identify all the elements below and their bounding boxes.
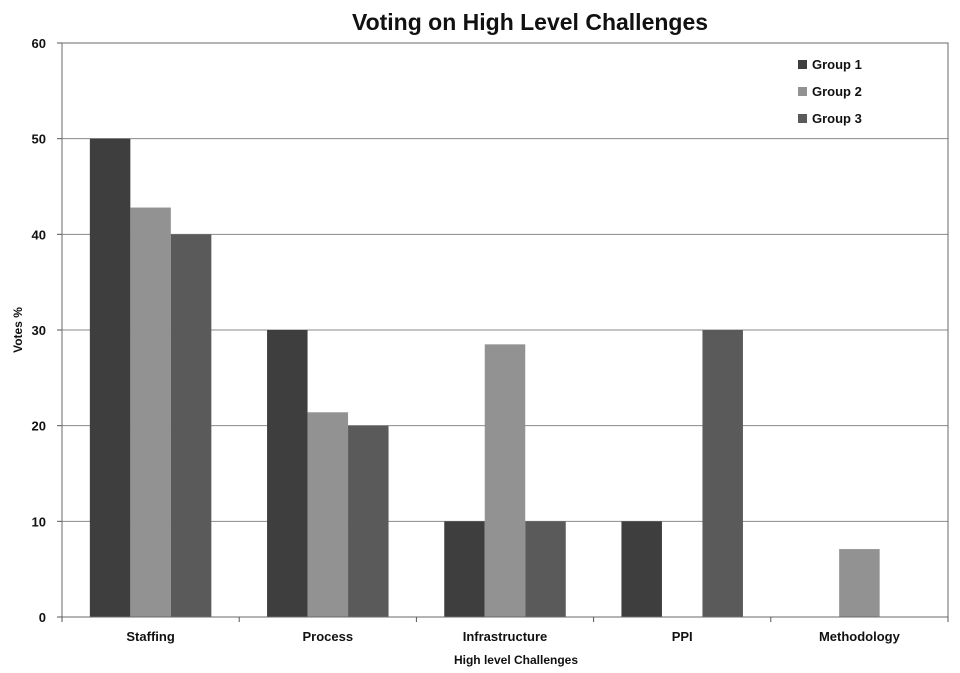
bars <box>89 138 880 618</box>
bar-process-group-1 <box>267 330 308 617</box>
bar-infrastructure-group-2 <box>484 344 526 617</box>
legend-label: Group 1 <box>812 57 862 72</box>
bar-infrastructure-group-3 <box>525 521 566 617</box>
x-tick-label: Methodology <box>819 629 901 644</box>
x-tick-label: Staffing <box>126 629 174 644</box>
y-tick-label: 20 <box>32 419 46 434</box>
bar-staffing-group-3 <box>170 234 212 618</box>
bar-ppi-group-1 <box>621 521 662 617</box>
bar-process-group-2 <box>307 412 349 617</box>
legend: Group 1 Group 2 Group 3 <box>798 57 862 126</box>
x-tick-labels: Staffing Process Infrastructure PPI Methodol… <box>126 629 900 644</box>
y-tick-label: 30 <box>32 323 46 338</box>
bar-infrastructure-group-1 <box>444 521 485 617</box>
bar-staffing-group-2 <box>130 207 171 617</box>
legend-label: Group 2 <box>812 84 862 99</box>
x-tick-label: PPI <box>672 629 693 644</box>
y-tick-label: 50 <box>32 132 46 147</box>
bar-methodology-group-2 <box>839 549 880 617</box>
bar-staffing-group-1 <box>89 138 131 617</box>
y-tick-label: 0 <box>39 610 46 625</box>
y-axis-label: Votes % <box>11 307 25 353</box>
legend-swatch <box>798 87 807 96</box>
y-tick-label: 10 <box>32 514 46 529</box>
legend-label: Group 3 <box>812 111 862 126</box>
x-tick-label: Process <box>303 629 354 644</box>
axes <box>57 42 949 622</box>
bar-ppi-group-3 <box>702 330 743 617</box>
y-tick-label: 60 <box>32 36 46 51</box>
plot-area-border <box>61 42 949 618</box>
bar-process-group-3 <box>348 425 389 617</box>
y-tick-label: 40 <box>32 227 46 242</box>
legend-swatch <box>798 60 807 69</box>
legend-swatch <box>798 114 807 123</box>
x-axis-label: High level Challenges <box>454 653 578 667</box>
y-tick-labels: 0 10 20 30 40 50 60 <box>32 36 46 625</box>
chart-title: Voting on High Level Challenges <box>352 9 708 35</box>
x-tick-label: Infrastructure <box>463 629 548 644</box>
